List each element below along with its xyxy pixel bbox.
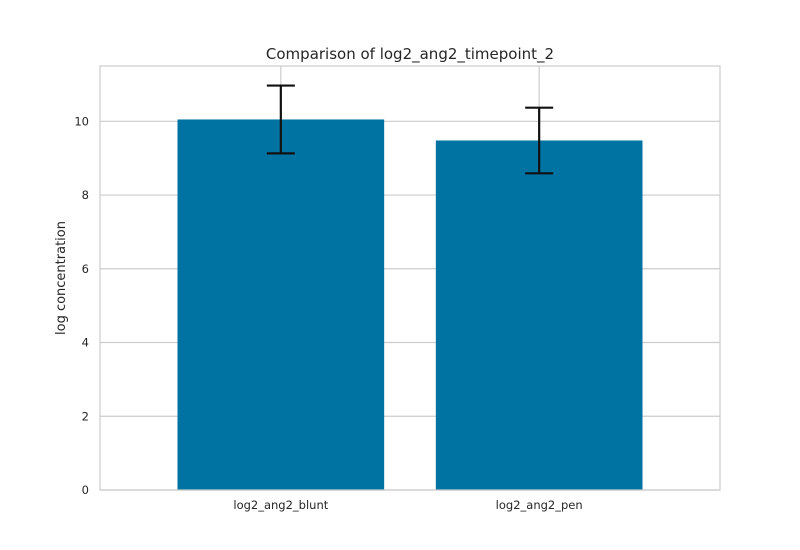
y-tick-label: 8: [82, 188, 89, 202]
chart-title: Comparison of log2_ang2_timepoint_2: [266, 45, 554, 64]
plot-frame: [99, 65, 721, 491]
error-bars: [266, 84, 554, 175]
error-bar-log2_ang2_blunt: [266, 84, 295, 155]
y-axis-label: log concentration: [54, 221, 69, 335]
y-tick-label: 2: [82, 409, 89, 423]
x-tick-label-log2_ang2_pen: log2_ang2_pen: [496, 498, 583, 512]
x-tick-labels: log2_ang2_blunt log2_ang2_pen: [233, 498, 582, 512]
x-tick-label-log2_ang2_blunt: log2_ang2_blunt: [233, 498, 328, 512]
y-tick-label: 0: [82, 483, 89, 497]
y-tick-label: 10: [74, 114, 89, 128]
y-tick-labels: 0 2 4 6 8 10: [74, 114, 89, 497]
bars: [177, 119, 643, 491]
bar-log2_ang2_pen: [435, 140, 643, 491]
y-tick-label: 6: [82, 262, 89, 276]
error-bar-log2_ang2_pen: [525, 106, 554, 175]
y-tick-label: 4: [82, 336, 89, 350]
bar-log2_ang2_blunt: [177, 119, 385, 490]
